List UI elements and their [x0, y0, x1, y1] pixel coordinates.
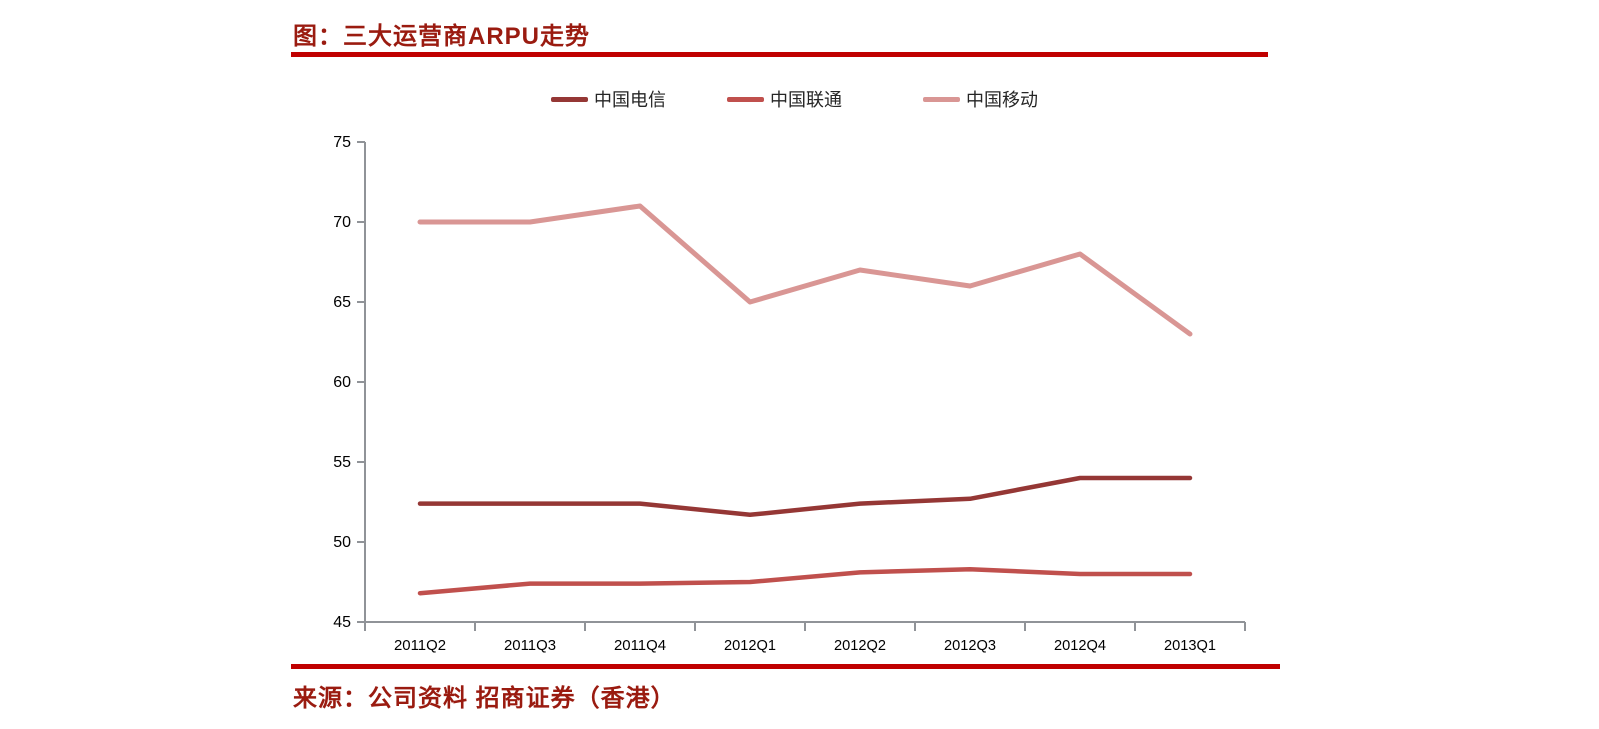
legend-line-swatch-icon	[727, 96, 764, 102]
footer-divider-rule	[291, 664, 1280, 669]
chart-title: 图：三大运营商ARPU走势	[293, 23, 591, 50]
legend-item-china-unicom: 中国联通	[727, 86, 842, 112]
series-line-中国移动	[417, 203, 1193, 337]
arpu-line-chart: 45 50 55 60 65 70 75 2011Q2 2011Q3 2011Q4 2012Q1 20…	[333, 134, 1246, 654]
y-tick-label: 65	[333, 294, 351, 311]
x-tick-label: 2011Q3	[504, 637, 556, 654]
y-tick-label: 55	[333, 454, 351, 471]
x-tick-label: 2012Q1	[724, 637, 776, 654]
x-tick-label: 2011Q4	[614, 637, 666, 654]
y-tick-label: 45	[333, 614, 351, 631]
x-tick-label: 2012Q4	[1054, 637, 1106, 654]
series-line-中国联通	[417, 566, 1193, 596]
legend-label: 中国移动	[966, 90, 1038, 110]
legend-item-china-telecom: 中国电信	[551, 86, 666, 112]
series-line-中国电信	[417, 475, 1193, 518]
x-tick-label: 2013Q1	[1164, 637, 1216, 654]
title-divider-rule	[291, 52, 1268, 57]
chart-legend: 中国电信 中国联通 中国移动	[0, 86, 1599, 112]
legend-label: 中国电信	[594, 90, 666, 110]
x-tick-label: 2012Q3	[944, 637, 996, 654]
legend-label: 中国联通	[770, 90, 842, 110]
source-note: 来源：公司资料 招商证券（香港）	[293, 685, 676, 712]
y-tick-label: 70	[333, 214, 351, 231]
x-tick-label: 2011Q2	[394, 637, 446, 654]
legend-item-china-mobile: 中国移动	[923, 86, 1038, 112]
y-tick-label: 60	[333, 374, 351, 391]
y-tick-label: 50	[333, 534, 351, 551]
y-tick-label: 75	[333, 134, 351, 151]
legend-line-swatch-icon	[923, 96, 960, 102]
legend-line-swatch-icon	[551, 96, 588, 102]
x-tick-label: 2012Q2	[834, 637, 886, 654]
